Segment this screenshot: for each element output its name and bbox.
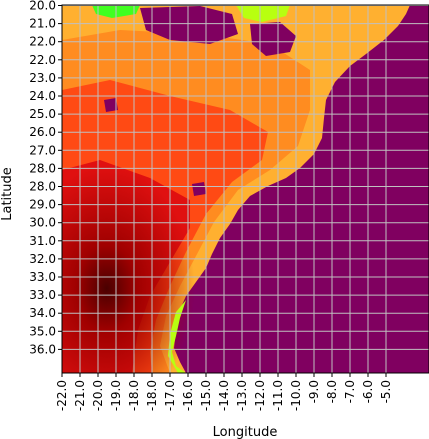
longitude-tick-label: -13.0 — [235, 380, 249, 411]
longitude-tick-label: -21.0 — [73, 380, 87, 411]
y-axis-label: Latitude — [0, 167, 15, 221]
x-axis-label: Longitude — [213, 425, 278, 439]
longitude-tick-label: -6.0 — [361, 380, 375, 403]
coast-fringe-highest — [168, 300, 186, 373]
latitude-tick-label: 36.0 — [29, 342, 56, 356]
latitude-tick-label: 21.0 — [29, 17, 56, 31]
latitude-tick-label: 32.0 — [29, 252, 56, 266]
grid-lines — [62, 5, 429, 373]
longitude-tick-label: -18.0 — [145, 380, 159, 411]
longitude-tick-label: -14.0 — [217, 380, 231, 411]
sea-patch-small-1 — [104, 98, 118, 112]
latitude-tick-label: 26.0 — [29, 125, 56, 139]
latitude-tick-label: 31.0 — [29, 234, 56, 248]
plot-frame — [61, 4, 429, 374]
plot-area — [62, 5, 429, 373]
coast-fringe-upper — [236, 5, 290, 22]
latitude-tick-label: 22.0 — [29, 53, 56, 67]
latitude-tick-label: 27.0 — [29, 143, 56, 157]
sea-patch-north — [140, 6, 238, 44]
longitude-tick-label: -15.0 — [199, 380, 213, 411]
longitude-ticks: -22.0 -21.0 -20.0 -19.0 -18.0 -18.0 -17.0 -16.0… — [55, 373, 393, 411]
longitude-tick-label: -11.0 — [271, 380, 285, 411]
longitude-tick-label: -20.0 — [91, 380, 105, 411]
latitude-tick-label: 29.0 — [29, 198, 56, 212]
longitude-tick-label: -9.0 — [307, 380, 321, 403]
longitude-tick-label: -17.0 — [163, 380, 177, 411]
latitude-tick-label: 22.0 — [29, 35, 56, 49]
latitude-tick-label: 28.0 — [29, 161, 56, 175]
sea-patches — [104, 6, 296, 196]
latitude-tick-label: 23.0 — [29, 71, 56, 85]
latitude-ticks: 20.0 21.0 22.0 22.0 23.0 24.0 25.0 26.0 27.0 28.0… — [29, 0, 62, 356]
latitude-tick-label: 33.0 — [29, 270, 56, 284]
longitude-tick-label: -18.0 — [127, 380, 141, 411]
latitude-tick-label: 34.0 — [29, 306, 56, 320]
latitude-tick-label: 35.0 — [29, 324, 56, 338]
sea-patch-north-east — [250, 22, 296, 56]
longitude-tick-label: -5.0 — [379, 380, 393, 403]
latitude-tick-label: 24.0 — [29, 89, 56, 103]
longitude-tick-label: -7.0 — [343, 380, 357, 403]
longitude-tick-label: -12.0 — [253, 380, 267, 411]
longitude-tick-label: -8.0 — [325, 380, 339, 403]
longitude-tick-label: -16.0 — [181, 380, 195, 411]
longitude-tick-label: -19.0 — [109, 380, 123, 411]
latitude-tick-label: 20.0 — [29, 0, 56, 13]
latitude-tick-label: 25.0 — [29, 107, 56, 121]
sea-patch-small-2 — [192, 182, 206, 196]
latitude-tick-label: 30.0 — [29, 216, 56, 230]
latitude-tick-label: 33.0 — [29, 288, 56, 302]
latitude-tick-label: 28.0 — [29, 180, 56, 194]
longitude-tick-label: -10.0 — [289, 380, 303, 411]
longitude-tick-label: -22.0 — [55, 380, 69, 411]
